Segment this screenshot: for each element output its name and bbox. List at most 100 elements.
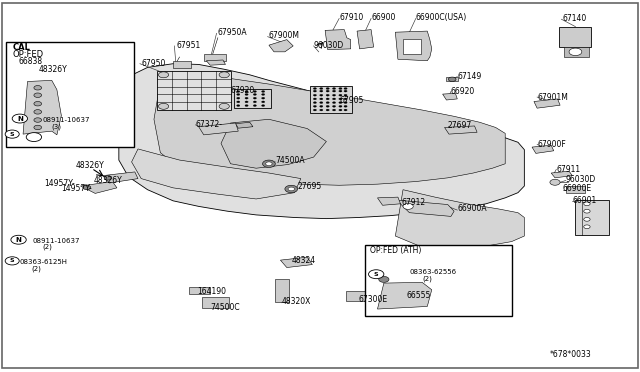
Circle shape	[326, 98, 329, 100]
Text: 14957Y-: 14957Y-	[61, 185, 92, 193]
Circle shape	[339, 105, 342, 107]
Circle shape	[314, 90, 317, 92]
Circle shape	[5, 130, 19, 138]
Circle shape	[245, 90, 248, 92]
Text: 48326Y: 48326Y	[76, 161, 105, 170]
Text: 67140: 67140	[563, 14, 587, 23]
Bar	[403, 39, 421, 54]
Text: 66900C(USA): 66900C(USA)	[416, 13, 467, 22]
Circle shape	[262, 101, 265, 103]
Text: 67911: 67911	[556, 165, 580, 174]
Circle shape	[314, 94, 317, 96]
Polygon shape	[236, 122, 253, 128]
Circle shape	[314, 109, 317, 111]
Circle shape	[344, 102, 347, 103]
Circle shape	[253, 105, 257, 106]
Polygon shape	[206, 60, 225, 65]
Circle shape	[344, 94, 347, 96]
Circle shape	[339, 98, 342, 100]
Circle shape	[219, 103, 229, 109]
Circle shape	[253, 97, 257, 99]
Circle shape	[34, 125, 42, 130]
Text: 96030D: 96030D	[314, 41, 344, 50]
Text: 74500A: 74500A	[275, 156, 305, 165]
Circle shape	[339, 94, 342, 96]
Text: N: N	[15, 237, 22, 243]
Text: 08363-6125H: 08363-6125H	[20, 259, 68, 265]
Bar	[575, 200, 609, 235]
Circle shape	[320, 94, 323, 96]
Circle shape	[104, 176, 112, 180]
Circle shape	[34, 118, 42, 122]
Text: 66920: 66920	[451, 87, 475, 96]
Circle shape	[320, 109, 323, 111]
Circle shape	[34, 86, 42, 90]
Polygon shape	[325, 30, 351, 49]
Polygon shape	[269, 39, 293, 52]
Bar	[566, 186, 585, 193]
Circle shape	[314, 102, 317, 103]
Bar	[157, 71, 230, 110]
Text: 67300E: 67300E	[358, 295, 387, 304]
Polygon shape	[81, 182, 117, 193]
Circle shape	[320, 87, 323, 89]
Circle shape	[332, 90, 335, 92]
Circle shape	[584, 209, 590, 213]
Circle shape	[314, 87, 317, 89]
Circle shape	[253, 101, 257, 103]
Polygon shape	[445, 126, 477, 134]
Text: 74500C: 74500C	[210, 303, 240, 312]
Text: (2): (2)	[31, 265, 41, 272]
Circle shape	[320, 98, 323, 100]
Text: 67920: 67920	[230, 86, 255, 95]
Text: 66838: 66838	[19, 57, 43, 66]
Bar	[202, 297, 228, 308]
Bar	[559, 27, 591, 47]
Circle shape	[550, 179, 560, 185]
Circle shape	[245, 97, 248, 99]
Circle shape	[339, 87, 342, 89]
Text: 164190: 164190	[197, 287, 227, 296]
Polygon shape	[119, 64, 524, 219]
Circle shape	[245, 93, 248, 95]
Text: 27697: 27697	[448, 122, 472, 131]
Text: 66900: 66900	[371, 13, 396, 22]
Circle shape	[326, 105, 329, 107]
Circle shape	[344, 90, 347, 92]
Circle shape	[237, 97, 240, 99]
Bar	[564, 46, 589, 57]
Circle shape	[332, 109, 335, 111]
Polygon shape	[198, 123, 238, 135]
Circle shape	[449, 77, 456, 81]
Text: 66555: 66555	[406, 291, 431, 300]
Bar	[365, 244, 511, 317]
Text: 48326Y: 48326Y	[39, 65, 68, 74]
Text: 48326Y: 48326Y	[93, 176, 122, 185]
Polygon shape	[280, 257, 312, 267]
Circle shape	[339, 90, 342, 92]
Bar	[204, 54, 226, 61]
Text: (3): (3)	[52, 124, 62, 130]
Circle shape	[339, 109, 342, 111]
Circle shape	[326, 94, 329, 96]
Polygon shape	[532, 145, 554, 153]
Text: 67910: 67910	[339, 13, 364, 22]
Circle shape	[83, 185, 91, 190]
Text: 48324: 48324	[291, 256, 316, 265]
Circle shape	[262, 105, 265, 106]
Circle shape	[237, 105, 240, 106]
Circle shape	[262, 90, 265, 92]
Text: N: N	[17, 116, 23, 122]
Bar	[173, 61, 191, 68]
Circle shape	[219, 72, 229, 78]
Text: 14957Y-: 14957Y-	[44, 179, 75, 187]
Circle shape	[262, 160, 275, 167]
Text: S: S	[10, 259, 15, 263]
Text: 67905: 67905	[339, 96, 364, 105]
Circle shape	[332, 94, 335, 96]
Circle shape	[266, 162, 272, 166]
Text: 08911-10637: 08911-10637	[42, 117, 90, 123]
Circle shape	[262, 97, 265, 99]
Circle shape	[245, 101, 248, 103]
Circle shape	[344, 109, 347, 111]
